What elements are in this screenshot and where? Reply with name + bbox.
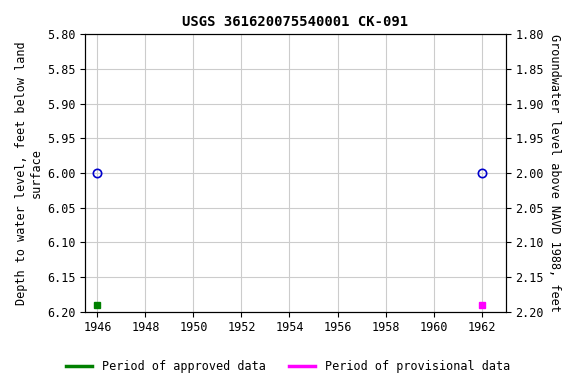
Title: USGS 361620075540001 CK-091: USGS 361620075540001 CK-091 — [183, 15, 408, 29]
Y-axis label: Depth to water level, feet below land
surface: Depth to water level, feet below land su… — [15, 41, 43, 305]
Y-axis label: Groundwater level above NAVD 1988, feet: Groundwater level above NAVD 1988, feet — [548, 34, 561, 312]
Legend: Period of approved data, Period of provisional data: Period of approved data, Period of provi… — [62, 356, 514, 378]
